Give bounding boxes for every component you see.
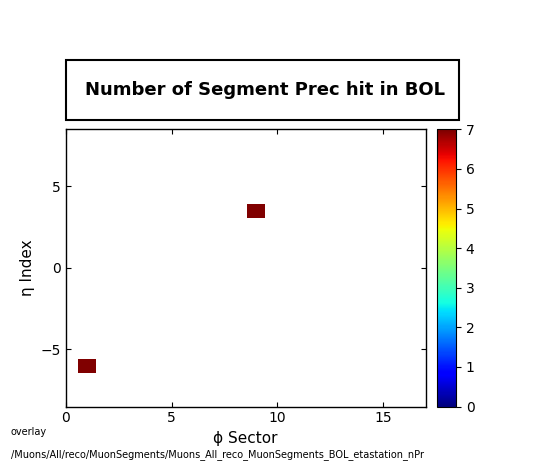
Y-axis label: η Index: η Index xyxy=(20,240,35,296)
Text: Number of Segment Prec hit in BOL: Number of Segment Prec hit in BOL xyxy=(85,81,445,99)
Text: overlay: overlay xyxy=(11,426,47,437)
Bar xyxy=(247,204,265,218)
Bar xyxy=(78,359,96,373)
FancyBboxPatch shape xyxy=(66,60,459,120)
X-axis label: ϕ Sector: ϕ Sector xyxy=(213,431,278,446)
Text: /Muons/All/reco/MuonSegments/Muons_All_reco_MuonSegments_BOL_etastation_nPr: /Muons/All/reco/MuonSegments/Muons_All_r… xyxy=(11,449,424,460)
